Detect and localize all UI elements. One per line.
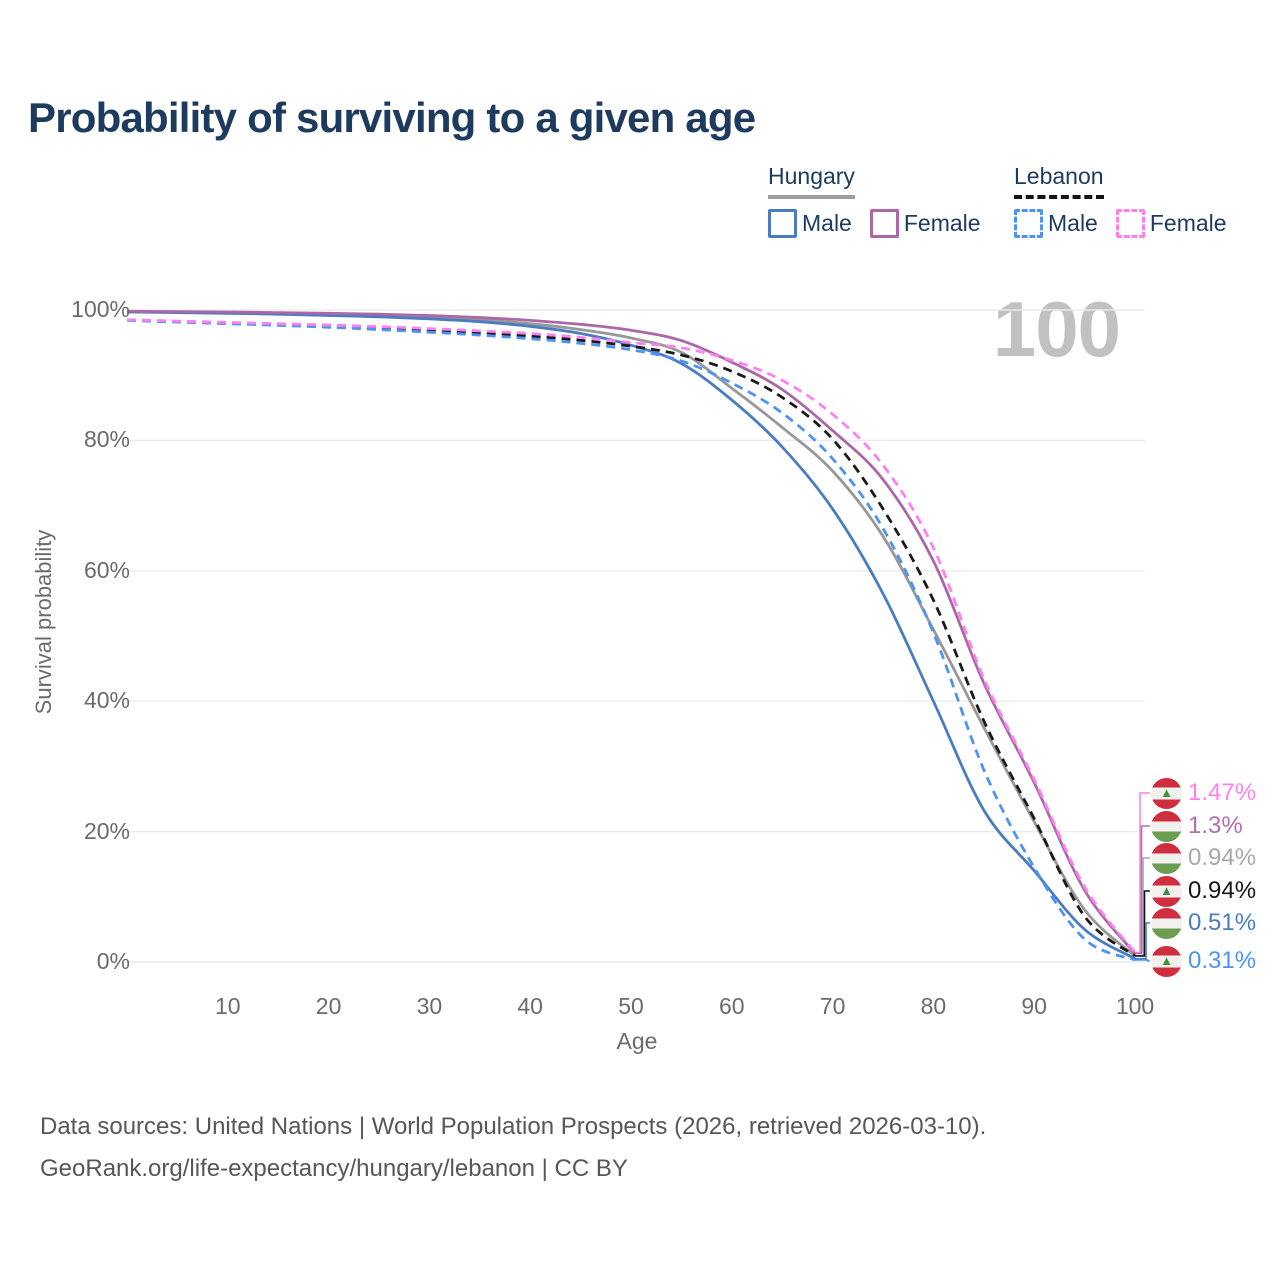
y-tick-label: 0% <box>96 948 130 974</box>
lebanon-male-swatch-icon <box>1014 209 1043 238</box>
legend-header-hungary[interactable]: Hungary <box>768 163 855 199</box>
x-tick-label: 50 <box>618 993 644 1019</box>
x-tick-label: 60 <box>719 993 745 1019</box>
y-tick-label: 80% <box>83 426 130 453</box>
legend-item-label: Male <box>802 210 852 236</box>
legend-group-lebanon: Lebanon Male Female <box>1014 163 1227 238</box>
end-label-value: 0.94% <box>1188 877 1257 904</box>
curve-hungary-female <box>126 309 1137 955</box>
hungary-female-swatch-icon <box>869 209 899 238</box>
footer: Data sources: United Nations | World Pop… <box>40 1106 986 1190</box>
end-label-hungary-female: 1.3% <box>1151 810 1243 842</box>
x-tick-label: 80 <box>920 993 947 1019</box>
curve-hungary-total <box>126 310 1136 957</box>
legend-item-hungary-male[interactable]: Male <box>768 209 852 238</box>
end-label-connectors <box>1135 792 1150 962</box>
y-axis-title: Survival probability <box>31 529 56 715</box>
footer-attribution: GeoRank.org/life-expectancy/hungary/leba… <box>40 1155 628 1182</box>
legend-item-label: Male <box>1048 210 1098 236</box>
x-tick-label: 40 <box>517 993 543 1019</box>
x-axis-title: Age <box>616 1028 658 1054</box>
end-label-lebanon-female: ▲ 1.47% <box>1151 777 1256 809</box>
page-title: Probability of surviving to a given age <box>28 94 756 141</box>
hungary-flag-icon <box>1151 907 1182 939</box>
end-label-value: 1.3% <box>1188 812 1243 839</box>
y-tick-label: 100% <box>71 296 130 322</box>
legend-group-hungary: Hungary Male Female <box>768 163 981 238</box>
cedar-icon: ▲ <box>1160 952 1173 968</box>
legend-header-lebanon[interactable]: Lebanon <box>1014 163 1104 199</box>
end-label-hungary-male: 0.51% <box>1151 907 1256 939</box>
x-tick-label: 20 <box>315 993 342 1019</box>
end-label-value: 0.31% <box>1188 947 1257 974</box>
x-tick-label: 70 <box>819 993 846 1019</box>
curve-lebanon-male <box>126 319 1136 962</box>
legend-item-label: Female <box>1149 210 1227 236</box>
lebanon-flag-icon: ▲ <box>1151 945 1182 977</box>
end-label-value: 1.47% <box>1188 779 1257 806</box>
legend-row-hungary: Male Female <box>768 209 981 238</box>
end-label-value: 0.51% <box>1188 909 1257 936</box>
curve-hungary-male <box>126 310 1136 960</box>
legend-item-hungary-female[interactable]: Female <box>869 209 981 238</box>
y-tick-label: 40% <box>83 687 130 714</box>
hungary-flag-icon <box>1151 842 1182 874</box>
lebanon-flag-icon: ▲ <box>1151 777 1182 809</box>
x-tick-label: 100 <box>1115 993 1155 1019</box>
age-counter-watermark: 100 <box>992 285 1121 373</box>
footer-data-sources: Data sources: United Nations | World Pop… <box>40 1113 987 1140</box>
survival-curves <box>126 309 1137 962</box>
end-label-lebanon-total: ▲ 0.94% <box>1151 875 1256 907</box>
x-tick-label: 90 <box>1021 993 1047 1019</box>
curve-lebanon-female <box>126 318 1137 954</box>
curve-lebanon-total <box>126 318 1136 958</box>
cedar-icon: ▲ <box>1160 784 1173 800</box>
legend-item-lebanon-female[interactable]: Female <box>1115 209 1227 238</box>
end-label-lebanon-male: ▲ 0.31% <box>1151 945 1256 977</box>
legend-item-label: Female <box>903 210 981 236</box>
x-tick-label: 10 <box>215 993 241 1019</box>
x-tick-label: 30 <box>416 993 443 1019</box>
cedar-icon: ▲ <box>1160 882 1173 898</box>
lebanon-female-swatch-icon <box>1115 209 1145 238</box>
gridlines <box>127 309 1145 963</box>
hungary-male-swatch-icon <box>768 209 797 238</box>
legend-row-lebanon: Male Female <box>1014 209 1227 238</box>
y-tick-label: 20% <box>83 817 130 844</box>
lebanon-flag-icon: ▲ <box>1151 875 1182 907</box>
hungary-flag-icon <box>1151 810 1182 842</box>
legend-item-lebanon-male[interactable]: Male <box>1014 209 1098 238</box>
end-label-hungary-total: 0.94% <box>1151 842 1256 874</box>
y-tick-label: 60% <box>83 556 130 583</box>
end-label-value: 0.94% <box>1188 844 1257 871</box>
